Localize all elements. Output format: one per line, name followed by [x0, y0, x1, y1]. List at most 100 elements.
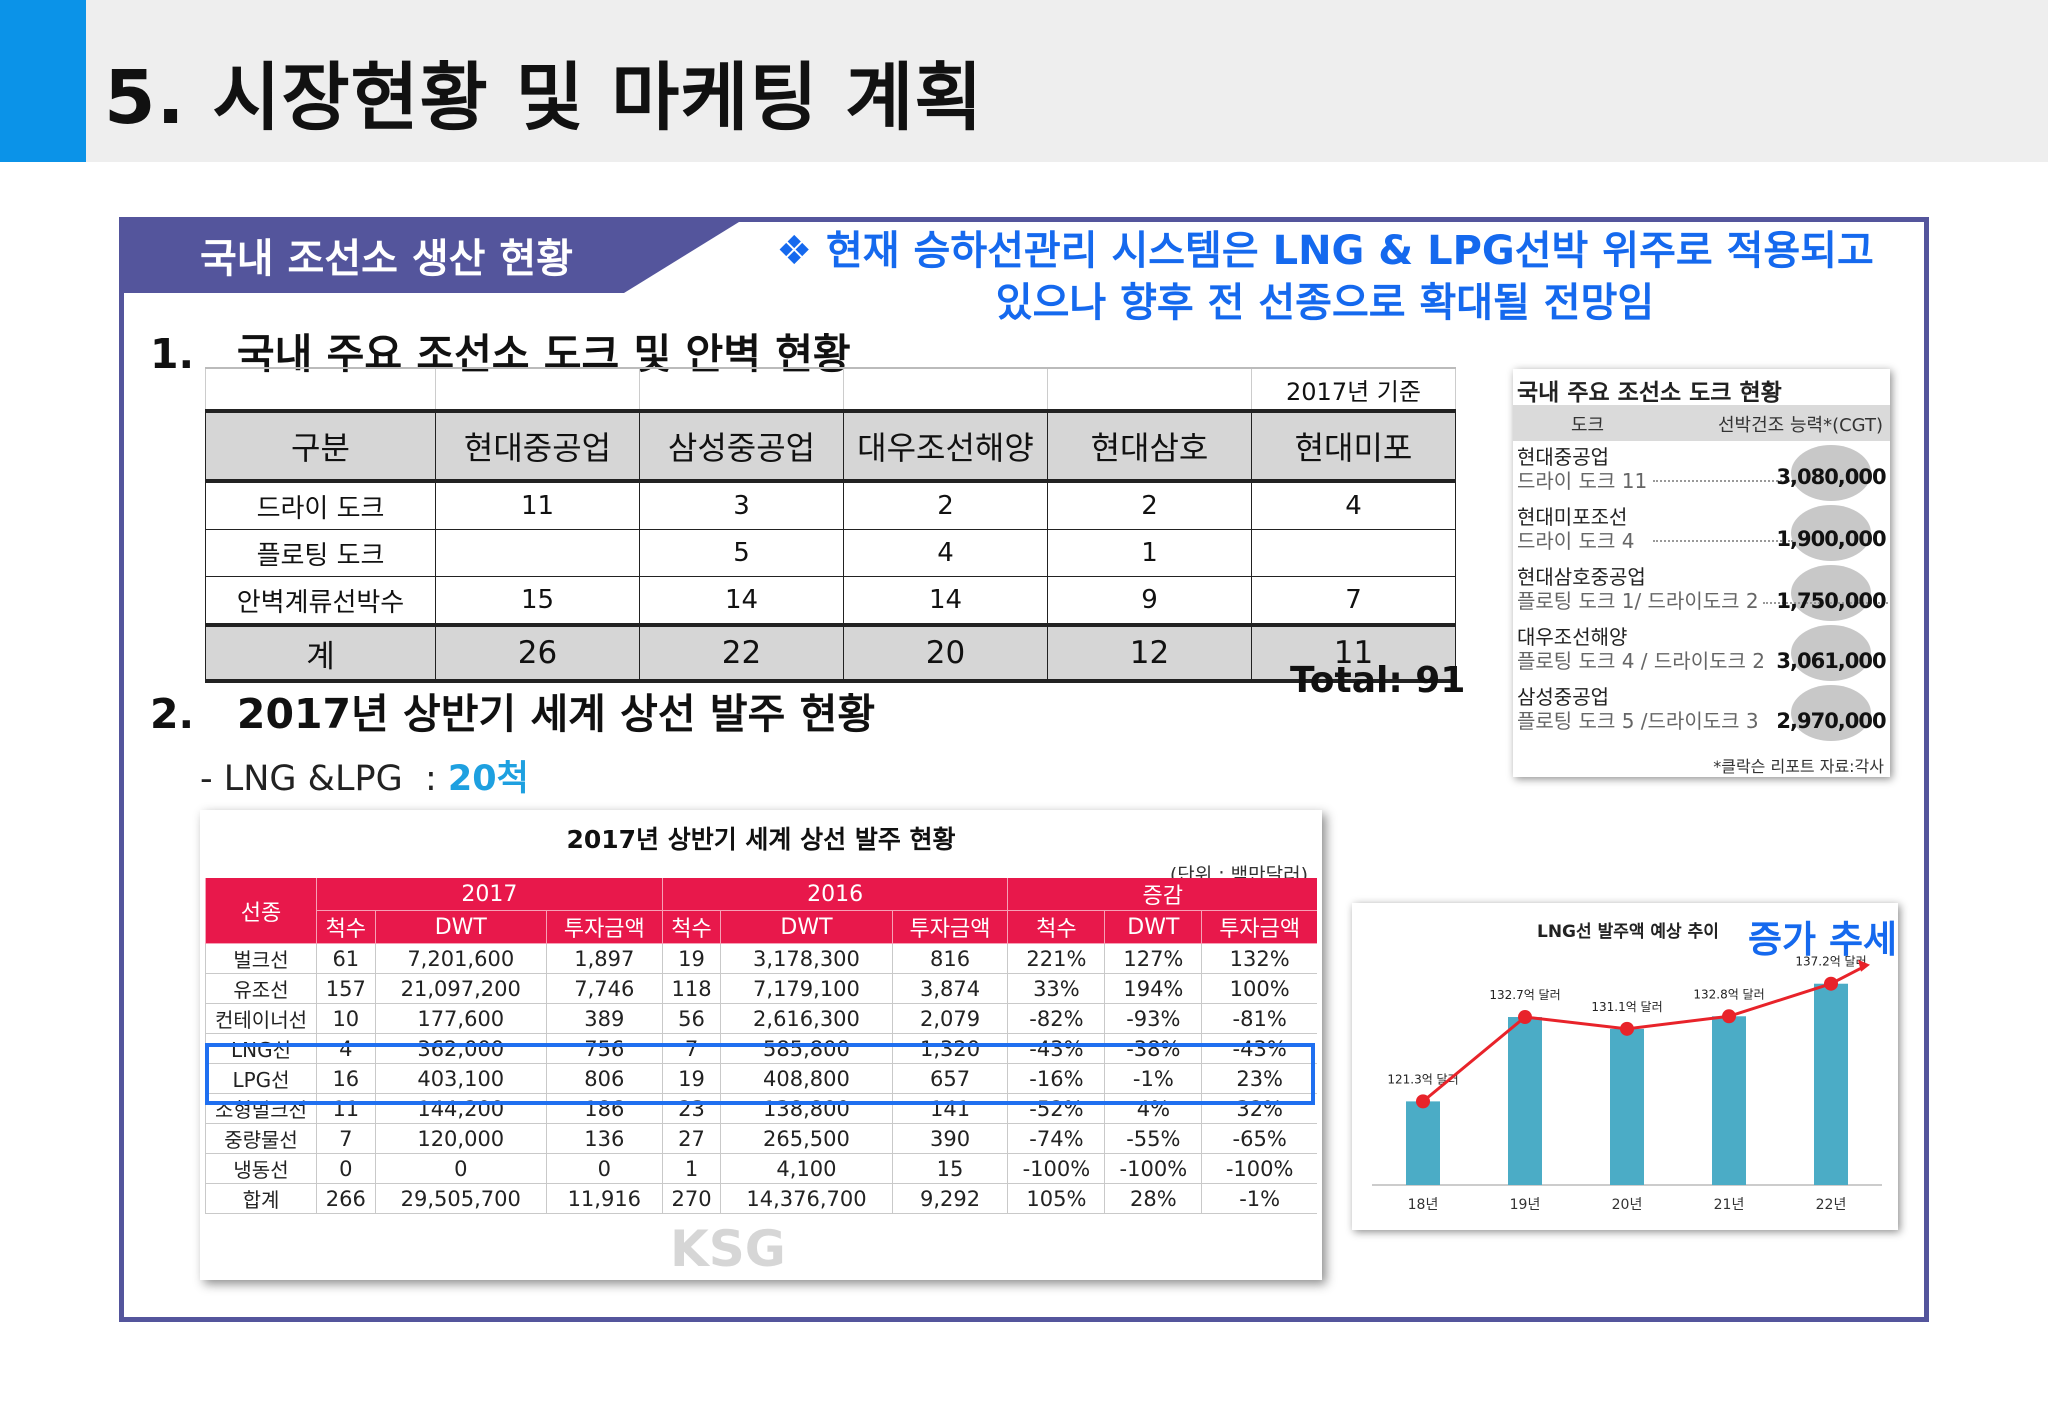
- x-tick-label: 20년: [1612, 1197, 1643, 1213]
- yard-name: 현대미포조선: [1517, 505, 1628, 529]
- yard-capacity: 3,061,000: [1776, 649, 1886, 673]
- x-tick-label: 18년: [1408, 1197, 1439, 1213]
- orders-table: 선종 2017 2016 증감 척수 DWT 투자금액 척수 DWT 투자금액 …: [205, 878, 1317, 1214]
- cell: 585,800: [720, 1033, 893, 1064]
- notice-line1: 현재 승하선관리 시스템은 LNG & LPG선박 위주로 적용되고: [826, 228, 1874, 274]
- cell: 389: [545, 1003, 663, 1034]
- cell: 2: [1047, 480, 1252, 530]
- lng-forecast-chart: 121.3억 달러 18년 132.7억 달러 19년 131.1억 달러 20년 132.…: [1352, 903, 1898, 1230]
- notice-bullet: ❖: [776, 228, 813, 274]
- chart-annotation: 증가 추세: [1748, 918, 1898, 961]
- watermark: KSG: [670, 1220, 786, 1278]
- cell: 11,916: [545, 1183, 663, 1214]
- bar: [1508, 1017, 1542, 1185]
- dock-capacity-image: 국내 주요 조선소 도크 현황 도크 선박건조 능력*(CGT) 현대중공업 드라…: [1513, 369, 1890, 777]
- data-label: 132.7억 달러: [1489, 988, 1560, 1002]
- cell: -81%: [1201, 1003, 1317, 1034]
- cell: -43%: [1201, 1033, 1317, 1064]
- trend-point: [1824, 976, 1838, 991]
- data-label: 137.2억 달러: [1795, 955, 1866, 969]
- cell: 3,874: [891, 973, 1008, 1004]
- cell: 19: [661, 943, 721, 974]
- cell: 194%: [1104, 973, 1202, 1004]
- cell: 7,179,100: [720, 973, 893, 1004]
- cell: 7: [316, 1123, 376, 1154]
- sub-header: DWT: [374, 910, 547, 944]
- cell: 0: [316, 1153, 376, 1184]
- table-row: LNG선 4 362,000 756 7 585,800 1,320 -43% -38% -43%: [205, 1033, 1317, 1064]
- cell: 270: [661, 1183, 721, 1214]
- dock-table-header: 구분 현대중공업 삼성중공업 대우조선해양 현대삼호 현대미포: [205, 409, 1456, 483]
- sum-label: 계: [205, 623, 436, 683]
- cell: 14,376,700: [720, 1183, 893, 1214]
- cell: 186: [545, 1093, 663, 1124]
- yard-capacity: 2,970,000: [1776, 709, 1886, 733]
- cell: 32%: [1201, 1093, 1317, 1124]
- header-band: [0, 0, 2048, 162]
- section-tab: [124, 222, 739, 293]
- yard-docks: 드라이 도크 4: [1517, 529, 1635, 553]
- table-row: 냉동선 0 0 0 1 4,100 15 -100% -100% -100%: [205, 1153, 1317, 1184]
- cell: 27: [661, 1123, 721, 1154]
- cell: 14: [843, 576, 1048, 626]
- sum-cell: 26: [435, 623, 640, 683]
- lng-lpg-line: - LNG &LPG : 20척: [200, 750, 529, 801]
- cell: -52%: [1007, 1093, 1105, 1124]
- yard-docks: 플로팅 도크 5 /드라이도크 3: [1517, 709, 1759, 733]
- cell: -93%: [1104, 1003, 1202, 1034]
- cell: 105%: [1007, 1183, 1105, 1214]
- yard-capacity: 1,900,000: [1776, 527, 1886, 551]
- leader-line: [1653, 540, 1793, 542]
- x-tick-label: 21년: [1714, 1197, 1745, 1213]
- trend-point: [1518, 1010, 1532, 1025]
- sub-header: 투자금액: [545, 910, 663, 944]
- cell: -16%: [1007, 1063, 1105, 1094]
- cell: 15: [891, 1153, 1008, 1184]
- cell: -65%: [1201, 1123, 1317, 1154]
- cell: 4: [843, 529, 1048, 577]
- capacity-bubble: [1791, 565, 1871, 621]
- sum-cell: 12: [1047, 623, 1252, 683]
- table-row: 안벽계류선박수 15 14 14 9 7: [205, 576, 1456, 626]
- row-label: 안벽계류선박수: [205, 576, 436, 626]
- year-note: 2017년 기준: [1251, 367, 1456, 411]
- table-row: 중량물선 7 120,000 136 27 265,500 390 -74% -55% -65%: [205, 1123, 1317, 1154]
- yard-entry: 현대중공업 드라이 도크 11: [1517, 445, 1647, 493]
- cell: -82%: [1007, 1003, 1105, 1034]
- dock-capacity-note: *클락슨 리포트 자료:각사: [1713, 757, 1884, 776]
- cell: 177,600: [374, 1003, 547, 1034]
- cell: 2,079: [891, 1003, 1008, 1034]
- cell: 756: [545, 1033, 663, 1064]
- cell: 11: [435, 480, 640, 530]
- group-header: 증감: [1007, 878, 1317, 911]
- cell: 21,097,200: [374, 973, 547, 1004]
- cell: 403,100: [374, 1063, 547, 1094]
- cell: 16: [316, 1063, 376, 1094]
- lng-lpg-count: 20척: [447, 759, 529, 799]
- cell: 266: [316, 1183, 376, 1214]
- bar: [1610, 1028, 1644, 1185]
- yard-name: 삼성중공업: [1517, 685, 1609, 709]
- cell: 3,178,300: [720, 943, 893, 974]
- yard-entry: 현대미포조선 드라이 도크 4: [1517, 505, 1634, 553]
- sub-header: 척수: [316, 910, 376, 944]
- table-row: 합계 266 29,505,700 11,916 270 14,376,700 9,292 1…: [205, 1183, 1317, 1214]
- cell: 1: [1047, 529, 1252, 577]
- yard-entry: 현대삼호중공업 플로팅 도크 1/ 드라이도크 2: [1517, 565, 1759, 613]
- cell: 11: [316, 1093, 376, 1124]
- row-label: 합계: [205, 1183, 317, 1214]
- trend-arrowhead: [1858, 959, 1870, 972]
- section-tab-label: 국내 조선소 생산 현황: [200, 236, 573, 282]
- orders-title: 2017년 상반기 세계 상선 발주 현황: [566, 825, 956, 854]
- cell: 0: [545, 1153, 663, 1184]
- yard-name: 현대중공업: [1517, 445, 1609, 469]
- data-label: 132.8억 달러: [1693, 987, 1764, 1001]
- cell: 0: [374, 1153, 547, 1184]
- dock-table-note-row: 2017년 기준: [205, 367, 1456, 411]
- cell: 221%: [1007, 943, 1105, 974]
- cell: 4%: [1104, 1093, 1202, 1124]
- dock-table: 2017년 기준 구분 현대중공업 삼성중공업 대우조선해양 현대삼호 현대미포…: [205, 367, 1456, 683]
- capacity-bubble: [1791, 685, 1871, 741]
- yard-docks: 드라이 도크 11: [1517, 469, 1648, 493]
- capacity-bubble: [1791, 445, 1871, 501]
